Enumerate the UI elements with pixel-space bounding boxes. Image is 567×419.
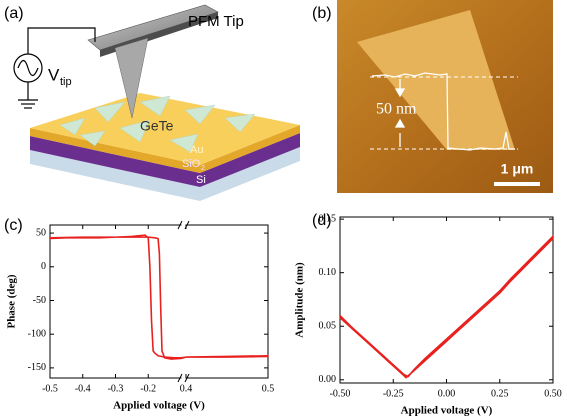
data-line <box>339 235 554 379</box>
y-tick-label: 0.10 <box>319 267 337 278</box>
x-tick-label: -0.5 <box>42 383 58 394</box>
layer-subscript: 2 <box>201 165 205 172</box>
axis-break-gap <box>181 223 186 227</box>
axis-break <box>177 220 183 230</box>
plot-frame <box>49 224 269 379</box>
x-tick-label: -0.4 <box>75 383 91 394</box>
y-tick-label: -50 <box>33 295 46 306</box>
axis-break <box>177 373 183 383</box>
afm-image: 50 nm 1 μm <box>337 0 553 193</box>
film-label: GeTe <box>140 118 174 134</box>
x-axis-title: Applied voltage (V) <box>401 405 493 417</box>
circuit <box>13 27 96 109</box>
x-tick-label: -0.25 <box>383 388 404 399</box>
plot-frame <box>339 216 554 384</box>
x-tick-label: -0.50 <box>330 388 351 399</box>
y-axis-title: Amplitude (nm) <box>294 262 306 338</box>
height-profile <box>371 72 515 151</box>
x-tick-label: 0.25 <box>491 388 509 399</box>
axis-break <box>184 373 190 383</box>
panel-label: (c) <box>4 217 23 234</box>
layer-label: Au <box>190 144 203 156</box>
gete-flakes <box>59 95 256 153</box>
si-layer <box>30 147 300 201</box>
tip <box>114 37 149 119</box>
x-axis-title: Applied voltage (V) <box>113 400 205 412</box>
tip-label: PFM Tip <box>188 13 244 30</box>
height-label: 50 nm <box>376 101 417 118</box>
y-tick-label: 0.15 <box>319 213 337 224</box>
afm-flake <box>357 10 515 150</box>
y-tick-label: 50 <box>36 227 46 238</box>
y-tick-label: 0 <box>41 261 46 272</box>
panel-label: (d) <box>312 212 332 229</box>
sio2-layer <box>30 133 300 187</box>
panel-label: (b) <box>312 5 332 22</box>
scale-bar-label: 1 μm <box>501 161 534 177</box>
y-tick-label: -150 <box>28 362 46 373</box>
y-axis-title: Phase (deg) <box>6 274 18 328</box>
axis-break <box>184 220 190 230</box>
x-tick-label: 0.4 <box>180 383 193 394</box>
layer-label: Si <box>196 174 206 186</box>
voltage-subscript: tip <box>60 76 72 88</box>
x-tick-label: -0.2 <box>140 383 156 394</box>
height-arrow <box>394 79 406 147</box>
panel-label: (a) <box>4 5 24 22</box>
x-tick-label: 0.00 <box>438 388 456 399</box>
x-tick-label: -0.3 <box>108 383 124 394</box>
au-layer <box>30 125 300 173</box>
schematic: PFM Tip V tip GeTe Au SiO 2 Si <box>13 4 300 201</box>
layer-label: SiO <box>182 158 201 170</box>
x-tick-label: 0.50 <box>544 388 562 399</box>
axis-break-gap <box>181 376 186 380</box>
y-tick-label: 0.00 <box>319 374 337 385</box>
y-tick-label: 0.05 <box>319 321 337 332</box>
y-tick-label: -100 <box>28 328 46 339</box>
data-line <box>49 234 269 360</box>
x-tick-label: 0.5 <box>262 383 275 394</box>
voltage-label: V <box>48 65 60 84</box>
